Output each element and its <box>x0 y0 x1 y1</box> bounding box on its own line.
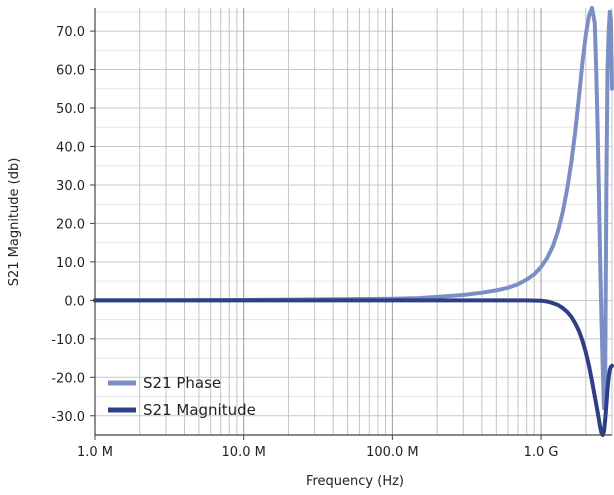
series-line-s21-magnitude <box>93 298 614 437</box>
legend-label-s21-magnitude: S21 Magnitude <box>143 401 256 419</box>
y-tick-label: 0.0 <box>64 294 85 309</box>
legend-label-s21-phase: S21 Phase <box>143 374 221 392</box>
x-tick-label: 1.0 M <box>77 445 113 460</box>
x-tick-label: 100.0 M <box>366 445 419 460</box>
x-tick-label: 1.0 G <box>524 445 559 460</box>
y-tick-label: -10.0 <box>51 333 85 348</box>
y-tick-label: -20.0 <box>51 371 85 386</box>
y-tick-label: 50.0 <box>56 102 85 117</box>
series-layer <box>93 6 614 437</box>
axes <box>90 8 612 440</box>
y-tick-label: 60.0 <box>56 64 85 79</box>
y-tick-label: 40.0 <box>56 140 85 155</box>
y-tick-label: 30.0 <box>56 179 85 194</box>
y-tick-label: -30.0 <box>51 410 85 425</box>
y-tick-label: 20.0 <box>56 217 85 232</box>
grid <box>94 8 613 436</box>
y-axis-title: S21 Magnitude (db) <box>7 158 22 287</box>
series-line-s21-phase <box>93 6 614 411</box>
legend: S21 Phase S21 Magnitude <box>108 374 256 419</box>
y-tick-label: 70.0 <box>56 25 85 40</box>
x-tick-label: 10.0 M <box>222 445 266 460</box>
y-tick-label: 10.0 <box>56 256 85 271</box>
tick-labels: 70.0 60.0 50.0 40.0 30.0 20.0 10.0 0.0 -10.0 -20.… <box>51 25 558 460</box>
x-axis-title: Frequency (Hz) <box>306 474 404 489</box>
